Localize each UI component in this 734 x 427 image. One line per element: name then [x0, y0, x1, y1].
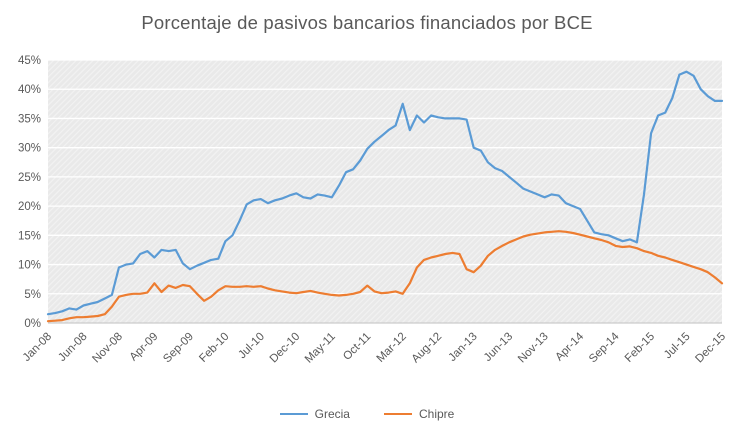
x-axis-tick-label: Sep-09 [161, 331, 196, 366]
x-axis-tick-label: Dec-15 [693, 331, 728, 366]
y-axis-tick-label: 25% [18, 172, 41, 184]
legend-item-chipre: Chipre [383, 407, 455, 421]
x-axis-tick-label: Apr-14 [553, 330, 586, 363]
y-axis-tick-label: 10% [18, 260, 41, 272]
y-axis-tick-label: 35% [18, 113, 41, 125]
x-axis-tick-label: Oct-11 [341, 331, 373, 363]
chart-legend: Grecia Chipre [0, 407, 734, 421]
x-axis-tick-label: Feb-10 [197, 331, 231, 365]
y-axis-tick-label: 20% [18, 201, 41, 213]
legend-line-chipre-swatch [383, 412, 412, 416]
x-axis-tick-label: Sep-14 [587, 330, 622, 365]
y-axis-tick-label: 30% [18, 143, 41, 155]
x-axis-tick-label: Jun-08 [56, 331, 89, 364]
x-axis-tick-label: Apr-09 [128, 331, 161, 364]
plot-area [48, 60, 722, 323]
x-axis-tick-label: Mar-12 [375, 331, 409, 365]
x-axis-tick-label: May-11 [303, 331, 338, 366]
x-axis-tick-label: Jun-13 [482, 331, 515, 364]
x-axis-tick-label: Aug-12 [410, 331, 445, 366]
x-axis-tick-label: Nov-13 [516, 331, 551, 366]
y-axis-tick-label: 15% [18, 230, 41, 242]
x-axis-tick-label: Jul-10 [236, 331, 267, 362]
y-axis-tick-label: 0% [24, 318, 41, 330]
legend-line-grecia-swatch [279, 412, 308, 416]
legend-label-chipre: Chipre [418, 407, 455, 421]
legend-item-grecia: Grecia [279, 407, 350, 421]
legend-label-grecia: Grecia [314, 407, 350, 421]
chart-title: Porcentaje de pasivos bancarios financia… [141, 12, 593, 33]
x-axis-tick-label: Dec-10 [268, 331, 303, 366]
x-axis-tick-label: Nov-08 [90, 331, 125, 366]
series-line-grecia [46, 70, 724, 316]
x-axis-tick-label: Jan-08 [21, 331, 54, 364]
y-axis-tick-label: 5% [24, 289, 41, 301]
x-axis-tick-label: Jan-13 [446, 331, 479, 364]
series-line-chipre [46, 230, 724, 323]
y-axis-tick-label: 45% [18, 55, 41, 67]
x-axis-tick-label: Feb-15 [623, 331, 657, 365]
y-axis-tick-label: 40% [18, 84, 41, 96]
x-axis-tick-label: Jul-15 [662, 331, 693, 362]
